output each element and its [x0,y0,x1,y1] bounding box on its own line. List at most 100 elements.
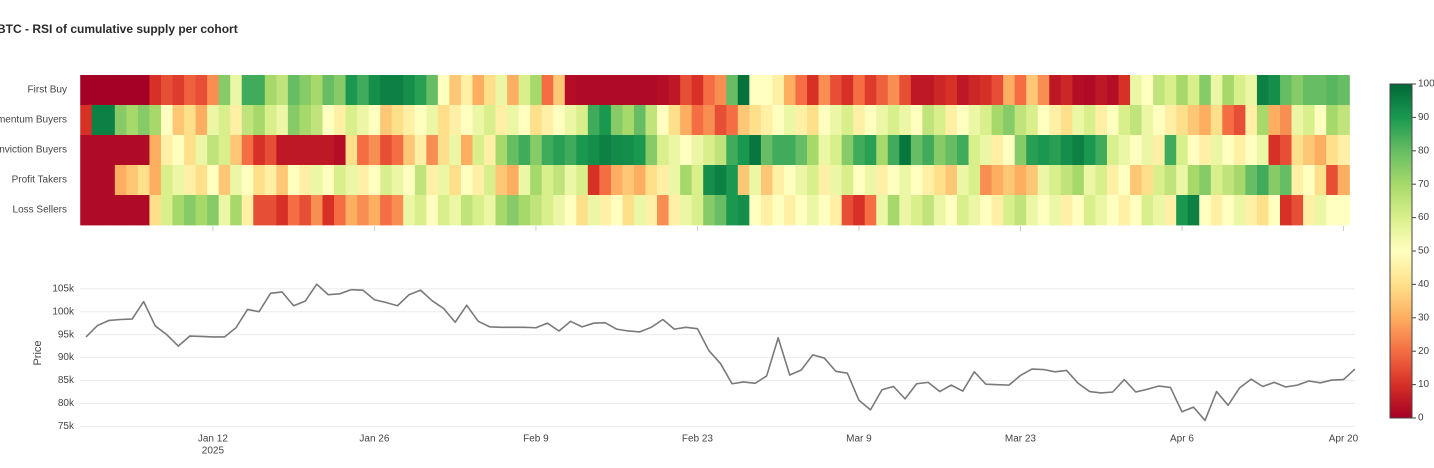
heatmap-cell [1141,135,1154,166]
heatmap-cell [380,195,393,226]
heatmap-cell [1130,195,1143,226]
heatmap-cell [507,135,520,166]
y-tick-label: First Buy [28,85,67,96]
heatmap-cell [137,105,151,136]
heatmap-cell [933,105,947,136]
heatmap-cell [899,105,912,136]
heatmap-cell [841,135,854,166]
heatmap-cell [610,195,624,226]
heatmap-cell [737,135,750,166]
heatmap-cell [230,195,243,226]
heatmap-cell [1268,165,1281,196]
heatmap-cell [1153,105,1166,136]
heatmap-cell [172,195,185,226]
heatmap-cell [1210,105,1223,136]
heatmap-cell [887,135,900,166]
heatmap-cell [426,165,439,196]
heatmap-cell [887,75,900,106]
colorbar-tick-label: 0 [1418,413,1424,424]
heatmap-cell [1233,195,1247,226]
heatmap-cell [495,75,508,106]
heatmap-cell [460,135,474,166]
heatmap-cell [1245,165,1258,196]
heatmap-cell [910,105,923,136]
chart-title: BTC - RSI of cumulative supply per cohor… [0,22,238,36]
heatmap-cell [149,105,162,136]
heatmap-cell [1164,135,1177,166]
heatmap-cell [1187,195,1200,226]
heatmap-cell [426,135,439,166]
heatmap-cell [599,135,612,166]
heatmap-cell [980,165,993,196]
heatmap-cell [287,75,301,106]
heatmap-cell [1303,165,1316,196]
heatmap-cell [1326,195,1339,226]
heatmap-cell [1314,105,1327,136]
heatmap-cell [1199,165,1212,196]
heatmap-cell [1303,195,1316,226]
heatmap-cell [864,75,877,106]
heatmap-cell [553,75,566,106]
heatmap-cell [241,195,254,226]
heatmap-cell [1199,135,1212,166]
x-tick-label: Jan 12 [198,434,228,445]
heatmap-cell [1303,75,1316,106]
heatmap-cell [518,135,531,166]
heatmap-cell [1268,195,1281,226]
heatmap-cell [368,75,381,106]
heatmap-cell [853,195,866,226]
heatmap-cell [1280,75,1293,106]
heatmap-cell [1095,105,1108,136]
heatmap-cell [564,195,577,226]
heatmap-cell [864,105,877,136]
heatmap-cell [1210,195,1223,226]
heatmap-cell [472,195,485,226]
heatmap-cell [1210,135,1223,166]
heatmap-cell [576,165,589,196]
heatmap-cell [553,165,566,196]
heatmap-cell [645,105,658,136]
heatmap-cell [599,165,612,196]
heatmap-cell [1037,75,1050,106]
heatmap-cell [714,165,727,196]
heatmap-cell [80,75,93,106]
heatmap-cell [380,165,393,196]
heatmap-cell [276,105,289,136]
y-tick-label: 75k [58,421,75,432]
heatmap-cell [1153,195,1166,226]
heatmap-cell [322,135,335,166]
heatmap-cell [1003,195,1016,226]
heatmap-cell [876,105,889,136]
heatmap-cell [841,75,854,106]
heatmap-cell [610,75,624,106]
heatmap-cell [1222,165,1235,196]
heatmap-cell [287,135,301,166]
heatmap-cell [1095,165,1108,196]
heatmap-cell [783,165,797,196]
heatmap-cell [391,105,404,136]
heatmap-cell [956,135,970,166]
heatmap-cell [276,135,289,166]
heatmap-cell [1210,165,1223,196]
heatmap-cell [807,75,820,106]
heatmap-cell [495,195,508,226]
heatmap-cell [195,105,208,136]
heatmap-cell [1026,75,1039,106]
heatmap-cell [633,165,647,196]
heatmap-cell [887,195,900,226]
heatmap-cell [426,105,439,136]
heatmap-cell [1199,195,1212,226]
heatmap-cell [518,165,531,196]
heatmap-cell [334,135,347,166]
heatmap-cell [91,105,104,136]
heatmap-cell [772,165,785,196]
heatmap-cell [357,105,370,136]
heatmap-cell [126,75,139,106]
y-tick-label: 105k [52,283,75,294]
heatmap-cell [1060,195,1073,226]
heatmap-cell [1083,135,1097,166]
heatmap-cell [241,165,254,196]
heatmap-cell [1245,105,1258,136]
heatmap-cell [1222,75,1235,106]
